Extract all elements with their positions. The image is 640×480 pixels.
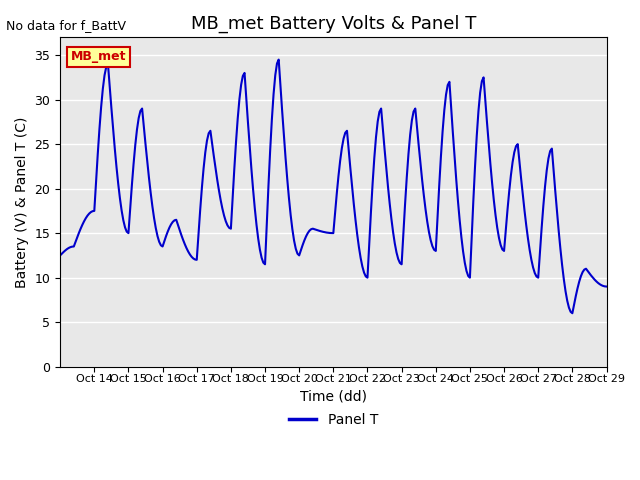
X-axis label: Time (dd): Time (dd) — [300, 390, 367, 404]
Title: MB_met Battery Volts & Panel T: MB_met Battery Volts & Panel T — [191, 15, 476, 33]
Text: No data for f_BattV: No data for f_BattV — [6, 19, 127, 32]
Y-axis label: Battery (V) & Panel T (C): Battery (V) & Panel T (C) — [15, 116, 29, 288]
Text: MB_met: MB_met — [71, 50, 127, 63]
Legend: Panel T: Panel T — [283, 407, 383, 432]
